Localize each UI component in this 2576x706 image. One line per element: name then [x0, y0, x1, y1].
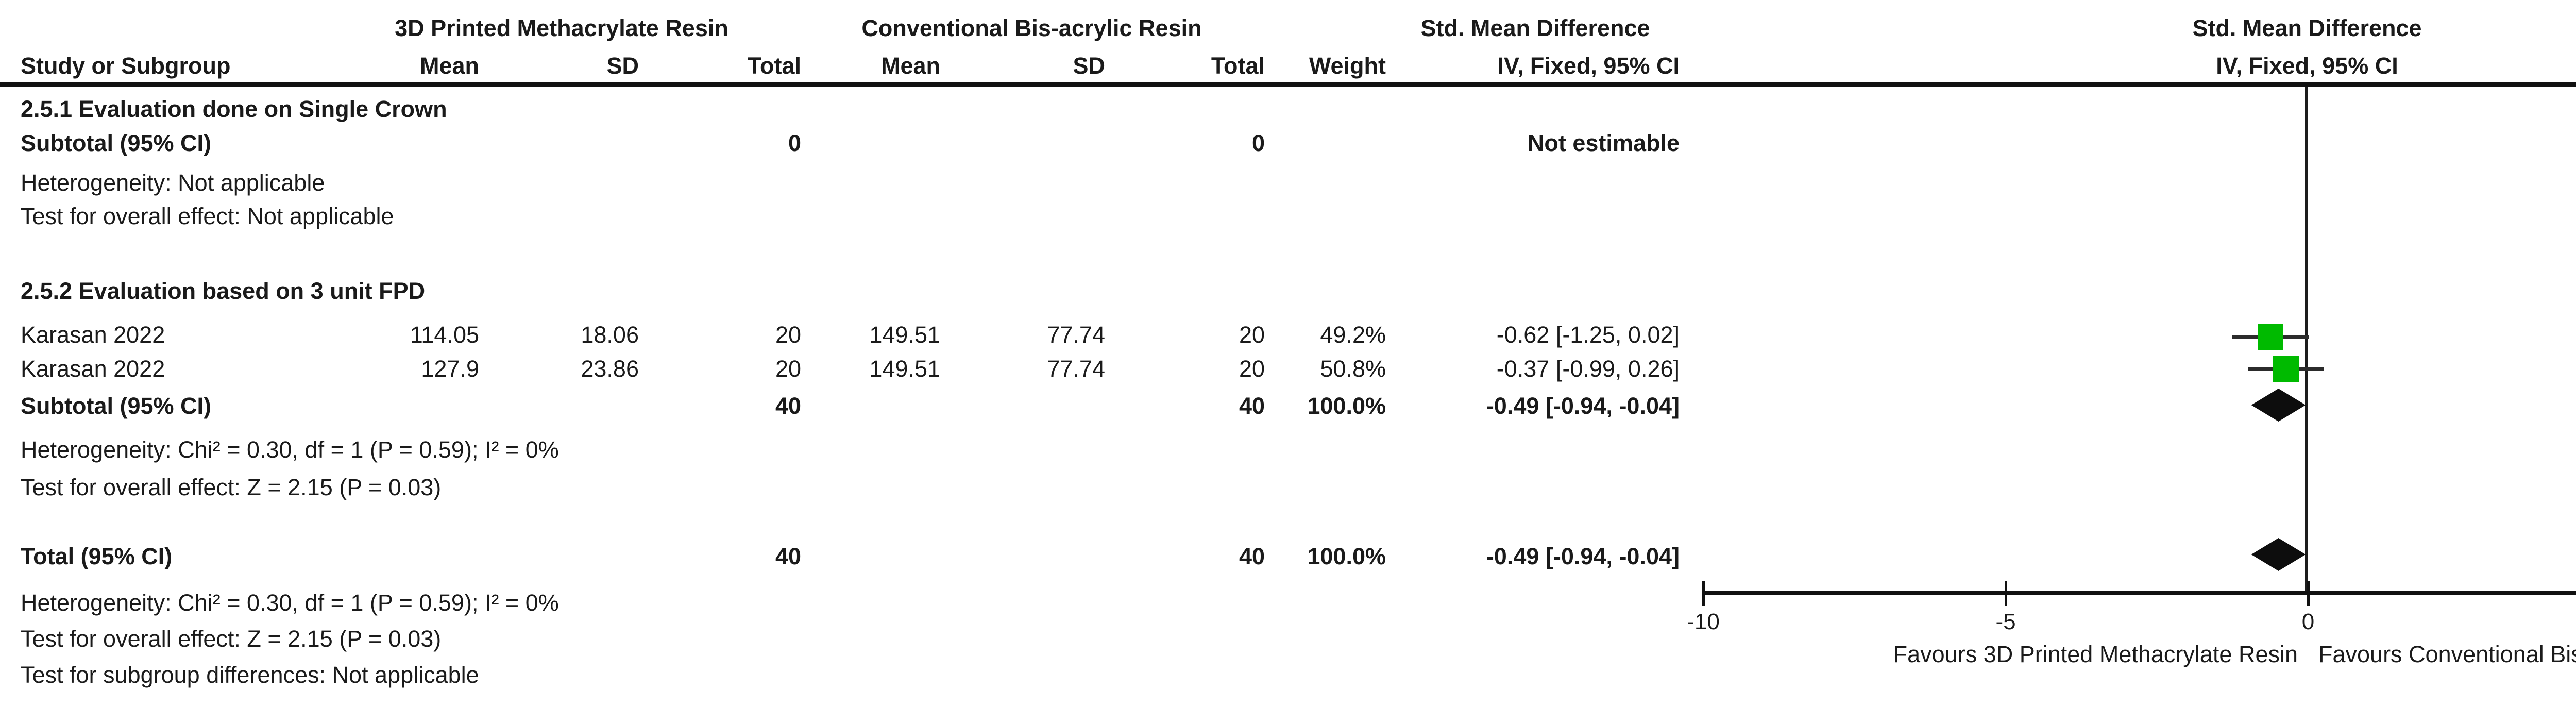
subtotal-diamond	[2251, 389, 2306, 422]
subgroup1-subtotal-ci: Not estimable	[1527, 130, 1680, 156]
favours-left-label: Favours 3D Printed Methacrylate Resin	[1893, 641, 2298, 667]
study-weight: 50.8%	[1320, 356, 1386, 382]
col-header-total2: Total	[1211, 53, 1265, 79]
subgroup1-subtotal-label: Subtotal (95% CI)	[21, 130, 212, 156]
zero-reference-line	[2305, 87, 2308, 593]
study-point-square	[2272, 356, 2299, 382]
total-total2: 40	[1239, 543, 1265, 569]
favours-right-label: Favours Conventional Bis-acrylic Resin	[2318, 641, 2576, 667]
study-sd2: 77.74	[1047, 356, 1105, 382]
study-name: Karasan 2022	[21, 356, 165, 382]
subgroup2-title: 2.5.2 Evaluation based on 3 unit FPD	[21, 278, 426, 304]
study-mean2: 149.51	[869, 356, 940, 382]
study-sd1: 23.86	[581, 356, 639, 382]
axis-tick	[2307, 581, 2310, 606]
x-axis	[1703, 591, 2576, 595]
axis-tick	[1702, 581, 1705, 606]
subgroup2-subtotal-total2: 40	[1239, 393, 1265, 419]
total-label: Total (95% CI)	[21, 543, 173, 569]
study-total1: 20	[775, 322, 801, 348]
subgroup2-subtotal-label: Subtotal (95% CI)	[21, 393, 212, 419]
study-total2: 20	[1239, 356, 1265, 382]
axis-tick-label: -10	[1687, 609, 1720, 634]
col-header-ci: IV, Fixed, 95% CI	[1497, 53, 1680, 79]
total-heterogeneity: Heterogeneity: Chi² = 0.30, df = 1 (P = …	[21, 590, 559, 616]
study-mean1: 127.9	[421, 356, 479, 382]
study-weight: 49.2%	[1320, 322, 1386, 348]
study-mean2: 149.51	[869, 322, 940, 348]
total-diamond	[2251, 538, 2306, 571]
study-total2: 20	[1239, 322, 1265, 348]
subgroup1-heterogeneity: Heterogeneity: Not applicable	[21, 170, 325, 196]
subgroup2-subtotal-weight: 100.0%	[1307, 393, 1386, 419]
total-ci: -0.49 [-0.94, -0.04]	[1486, 543, 1680, 569]
subgroup1-overall-effect: Test for overall effect: Not applicable	[21, 203, 394, 229]
header-group1: 3D Printed Methacrylate Resin	[395, 15, 728, 41]
axis-tick-label: 5	[2569, 609, 2576, 635]
subgroup2-overall-effect: Test for overall effect: Z = 2.15 (P = 0…	[21, 474, 442, 500]
study-ci: -0.37 [-0.99, 0.26]	[1496, 356, 1680, 382]
subgroup2-subtotal-ci: -0.49 [-0.94, -0.04]	[1486, 393, 1680, 419]
study-sd2: 77.74	[1047, 322, 1105, 348]
col-header-total1: Total	[747, 53, 801, 79]
header-smd-plot: Std. Mean Difference	[2192, 15, 2422, 41]
col-header-weight: Weight	[1309, 53, 1386, 79]
study-ci: -0.62 [-1.25, 0.02]	[1496, 322, 1680, 348]
col-header-sd1: SD	[606, 53, 639, 79]
total-weight: 100.0%	[1307, 543, 1386, 569]
axis-tick-label: -5	[1995, 609, 2016, 634]
header-smd-table: Std. Mean Difference	[1420, 15, 1650, 41]
study-name: Karasan 2022	[21, 322, 165, 348]
col-header-mean1: Mean	[419, 53, 479, 79]
total-total1: 40	[775, 543, 801, 569]
axis-tick	[2005, 581, 2007, 606]
study-total1: 20	[775, 356, 801, 382]
total-overall-effect: Test for overall effect: Z = 2.15 (P = 0…	[21, 626, 442, 652]
subgroup2-heterogeneity: Heterogeneity: Chi² = 0.30, df = 1 (P = …	[21, 436, 559, 463]
study-mean1: 114.05	[410, 322, 479, 348]
subgroup2-subtotal-total1: 40	[775, 393, 801, 419]
header-group2: Conventional Bis-acrylic Resin	[861, 15, 1202, 41]
study-point-square	[2258, 324, 2284, 350]
col-header-sd2: SD	[1073, 53, 1105, 79]
col-header-plot-ci: IV, Fixed, 95% CI	[2216, 53, 2398, 79]
header-divider	[0, 82, 2576, 87]
col-header-mean2: Mean	[880, 53, 940, 79]
axis-tick-label: 0	[2301, 609, 2315, 634]
col-header-study: Study or Subgroup	[21, 53, 231, 79]
subgroup1-title: 2.5.1 Evaluation done on Single Crown	[21, 96, 447, 122]
study-sd1: 18.06	[581, 322, 639, 348]
subgroup1-subtotal-total1: 0	[788, 130, 801, 156]
subgroup1-subtotal-total2: 0	[1251, 130, 1265, 156]
test-subgroup-differences: Test for subgroup differences: Not appli…	[21, 662, 479, 688]
